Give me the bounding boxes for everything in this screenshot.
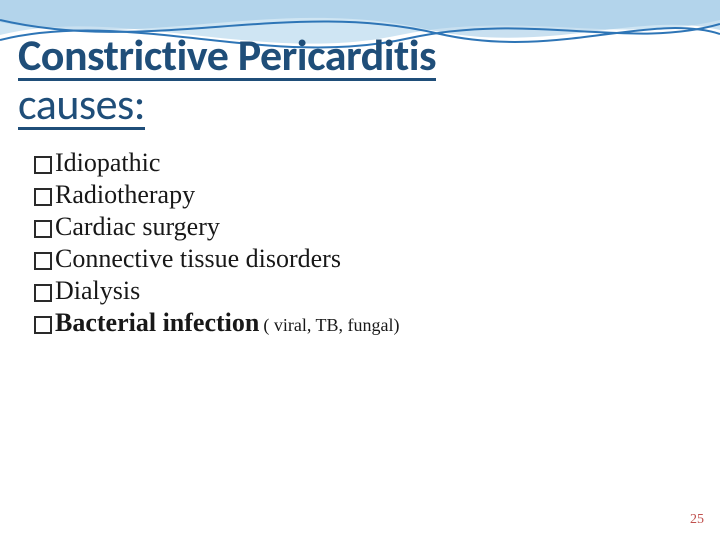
slide-title: Constrictive Pericarditis causes: — [18, 32, 702, 130]
bullet-item: Radiotherapy — [34, 180, 702, 210]
bullet-marker-icon — [34, 284, 52, 302]
bullet-marker-icon — [34, 252, 52, 270]
bullet-list: IdiopathicRadiotherapyCardiac surgeryCon… — [18, 148, 702, 338]
bullet-text: Cardiac surgery — [55, 212, 220, 242]
bullet-item: Connective tissue disorders — [34, 244, 702, 274]
page-number: 25 — [690, 512, 704, 528]
title-line-1: Constrictive Pericarditis — [18, 32, 436, 81]
slide-content: Constrictive Pericarditis causes: Idiopa… — [0, 0, 720, 338]
bullet-item: Idiopathic — [34, 148, 702, 178]
bullet-text: Connective tissue disorders — [55, 244, 341, 274]
bullet-text: Dialysis — [55, 276, 140, 306]
bullet-text: Bacterial infection — [55, 308, 259, 338]
bullet-text: Radiotherapy — [55, 180, 195, 210]
bullet-marker-icon — [34, 188, 52, 206]
bullet-item: Bacterial infection( viral, TB, fungal) — [34, 308, 702, 338]
bullet-marker-icon — [34, 220, 52, 238]
bullet-marker-icon — [34, 156, 52, 174]
bullet-item: Dialysis — [34, 276, 702, 306]
bullet-text: Idiopathic — [55, 148, 160, 178]
title-line-2: causes: — [18, 81, 145, 130]
bullet-marker-icon — [34, 316, 52, 334]
bullet-item: Cardiac surgery — [34, 212, 702, 242]
bullet-subtext: ( viral, TB, fungal) — [263, 315, 399, 336]
